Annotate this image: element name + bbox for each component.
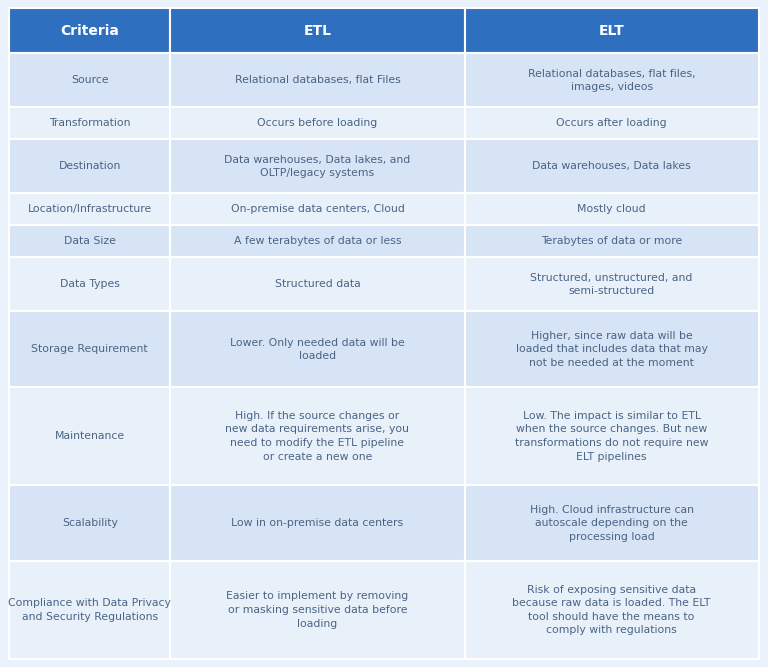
FancyBboxPatch shape — [9, 561, 170, 659]
Text: ELT: ELT — [599, 24, 624, 37]
FancyBboxPatch shape — [465, 8, 759, 53]
FancyBboxPatch shape — [170, 8, 465, 53]
Text: Data warehouses, Data lakes, and
OLTP/legacy systems: Data warehouses, Data lakes, and OLTP/le… — [224, 155, 411, 178]
FancyBboxPatch shape — [170, 485, 465, 561]
Text: Relational databases, flat Files: Relational databases, flat Files — [234, 75, 400, 85]
Text: Data warehouses, Data lakes: Data warehouses, Data lakes — [532, 161, 691, 171]
Text: Occurs after loading: Occurs after loading — [556, 118, 667, 128]
FancyBboxPatch shape — [170, 388, 465, 485]
FancyBboxPatch shape — [465, 561, 759, 659]
Text: Transformation: Transformation — [49, 118, 131, 128]
FancyBboxPatch shape — [465, 257, 759, 311]
Text: Low. The impact is similar to ETL
when the source changes. But new
transformatio: Low. The impact is similar to ETL when t… — [515, 411, 708, 462]
Text: Terabytes of data or more: Terabytes of data or more — [541, 236, 682, 246]
Text: Source: Source — [71, 75, 108, 85]
FancyBboxPatch shape — [465, 388, 759, 485]
Text: Mostly cloud: Mostly cloud — [578, 204, 646, 214]
Text: Destination: Destination — [58, 161, 121, 171]
Text: Structured data: Structured data — [275, 279, 360, 289]
Text: Easier to implement by removing
or masking sensitive data before
loading: Easier to implement by removing or maski… — [227, 592, 409, 629]
FancyBboxPatch shape — [9, 485, 170, 561]
Text: Occurs before loading: Occurs before loading — [257, 118, 378, 128]
FancyBboxPatch shape — [9, 225, 170, 257]
FancyBboxPatch shape — [465, 311, 759, 388]
FancyBboxPatch shape — [170, 311, 465, 388]
Text: Risk of exposing sensitive data
because raw data is loaded. The ELT
tool should : Risk of exposing sensitive data because … — [512, 585, 711, 636]
FancyBboxPatch shape — [170, 139, 465, 193]
FancyBboxPatch shape — [465, 139, 759, 193]
FancyBboxPatch shape — [170, 257, 465, 311]
FancyBboxPatch shape — [9, 193, 170, 225]
FancyBboxPatch shape — [465, 107, 759, 139]
Text: On-premise data centers, Cloud: On-premise data centers, Cloud — [230, 204, 405, 214]
Text: A few terabytes of data or less: A few terabytes of data or less — [233, 236, 401, 246]
FancyBboxPatch shape — [170, 225, 465, 257]
FancyBboxPatch shape — [9, 388, 170, 485]
Text: High. Cloud infrastructure can
autoscale depending on the
processing load: High. Cloud infrastructure can autoscale… — [530, 504, 694, 542]
Text: Low in on-premise data centers: Low in on-premise data centers — [231, 518, 403, 528]
Text: Compliance with Data Privacy
and Security Regulations: Compliance with Data Privacy and Securit… — [8, 598, 171, 622]
Text: Data Size: Data Size — [64, 236, 116, 246]
FancyBboxPatch shape — [465, 193, 759, 225]
FancyBboxPatch shape — [170, 561, 465, 659]
Text: Structured, unstructured, and
semi-structured: Structured, unstructured, and semi-struc… — [531, 273, 693, 296]
Text: Data Types: Data Types — [60, 279, 120, 289]
Text: High. If the source changes or
new data requirements arise, you
need to modify t: High. If the source changes or new data … — [226, 411, 409, 462]
Text: Criteria: Criteria — [61, 24, 119, 37]
Text: Relational databases, flat files,
images, videos: Relational databases, flat files, images… — [528, 69, 696, 92]
FancyBboxPatch shape — [465, 485, 759, 561]
FancyBboxPatch shape — [465, 225, 759, 257]
Text: Storage Requirement: Storage Requirement — [31, 344, 148, 354]
Text: Scalability: Scalability — [62, 518, 118, 528]
FancyBboxPatch shape — [9, 311, 170, 388]
Text: Location/Infrastructure: Location/Infrastructure — [28, 204, 152, 214]
Text: Higher, since raw data will be
loaded that includes data that may
not be needed : Higher, since raw data will be loaded th… — [516, 331, 707, 368]
FancyBboxPatch shape — [465, 53, 759, 107]
FancyBboxPatch shape — [9, 8, 170, 53]
FancyBboxPatch shape — [9, 53, 170, 107]
Text: Lower. Only needed data will be
loaded: Lower. Only needed data will be loaded — [230, 338, 405, 361]
Text: ETL: ETL — [303, 24, 332, 37]
Text: Maintenance: Maintenance — [55, 432, 125, 442]
FancyBboxPatch shape — [170, 193, 465, 225]
FancyBboxPatch shape — [9, 257, 170, 311]
FancyBboxPatch shape — [170, 53, 465, 107]
FancyBboxPatch shape — [170, 107, 465, 139]
FancyBboxPatch shape — [9, 139, 170, 193]
FancyBboxPatch shape — [9, 107, 170, 139]
